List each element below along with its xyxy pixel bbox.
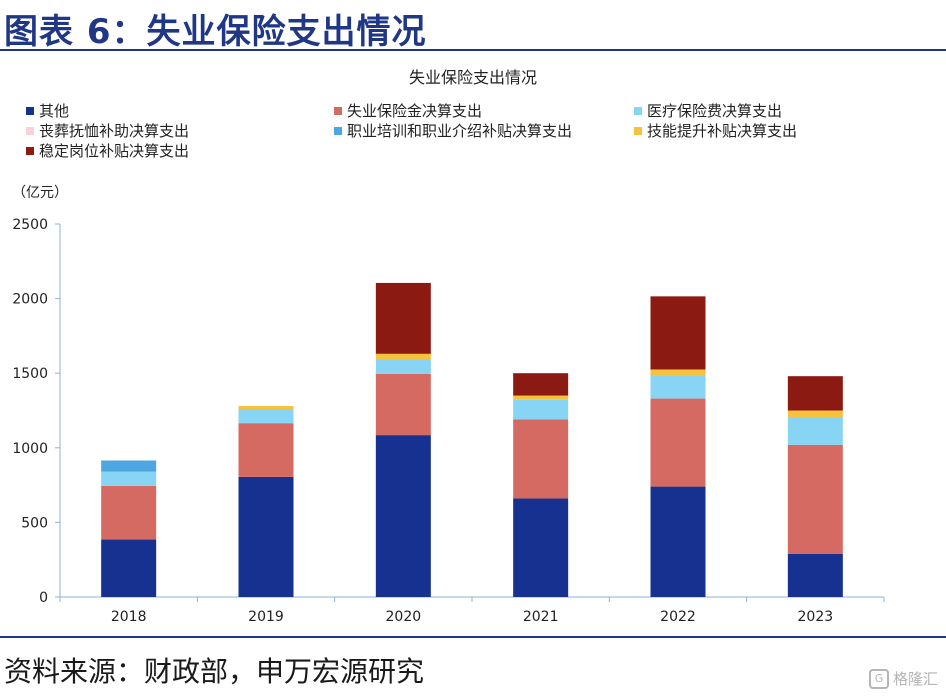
bar-segment (238, 406, 294, 410)
bar-segment (650, 296, 706, 370)
bar-segment (787, 444, 843, 554)
legend-label: 技能提升补贴决算支出 (647, 122, 798, 140)
legend-swatch (634, 126, 642, 135)
bar-segment (650, 369, 706, 376)
legend-item: 失业保险金决算支出 (334, 100, 482, 121)
legend-label: 职业培训和职业介绍补贴决算支出 (347, 122, 573, 140)
legend-label: 稳定岗位补贴决算支出 (39, 142, 190, 160)
bar-segment (513, 399, 569, 420)
bar-segment (375, 435, 431, 597)
legend-swatch (334, 106, 342, 115)
bar-segment (513, 419, 569, 499)
page-title: 图表 6：失业保险支出情况 (4, 12, 427, 52)
x-tick-label: 2020 (386, 609, 422, 625)
bar-segment (787, 553, 843, 597)
header-rule (0, 49, 946, 51)
bar-segment (101, 485, 157, 540)
bar-segment (513, 373, 569, 396)
bar-segment (101, 460, 157, 472)
legend-label: 医疗保险费决算支出 (647, 102, 783, 120)
legend-swatch (26, 106, 34, 115)
y-tick-label: 1500 (12, 366, 48, 382)
bar-segment (787, 417, 843, 445)
watermark-text: 格隆汇 (892, 670, 938, 688)
legend-label: 丧葬抚恤补助决算支出 (39, 122, 190, 140)
legend-swatch (26, 126, 34, 135)
bar-segment (650, 398, 706, 487)
watermark-logo-icon: G (868, 668, 889, 689)
y-tick-label: 2000 (12, 292, 48, 308)
y-tick-label: 500 (21, 515, 48, 531)
chart-title: 失业保险支出情况 (408, 68, 537, 87)
bar-segment (375, 373, 431, 436)
legend-swatch (26, 146, 34, 155)
legend-item: 医疗保险费决算支出 (634, 100, 782, 121)
bar-segment (238, 476, 294, 597)
source-note: 资料来源：财政部，申万宏源研究 (4, 655, 425, 688)
x-tick-label: 2023 (798, 609, 834, 625)
legend-swatch (634, 106, 642, 115)
footer-rule (0, 636, 946, 638)
y-tick-label: 0 (39, 590, 48, 606)
x-tick-label: 2022 (660, 609, 696, 625)
y-tick-label: 2500 (12, 217, 48, 233)
legend-item: 技能提升补贴决算支出 (634, 120, 797, 141)
x-tick-label: 2018 (111, 609, 147, 625)
legend-label: 失业保险金决算支出 (347, 102, 483, 120)
legend-item: 职业培训和职业介绍补贴决算支出 (334, 120, 572, 141)
bar-segment (375, 282, 431, 354)
x-tick-label: 2019 (248, 609, 284, 625)
x-tick-label: 2021 (523, 609, 559, 625)
y-axis-unit-label: （亿元） (12, 185, 68, 201)
watermark: G 格隆汇 (868, 668, 938, 689)
bar-segment (787, 376, 843, 411)
legend-swatch (334, 126, 342, 135)
bar-segment (787, 410, 843, 418)
legend-item: 其他 (26, 100, 69, 121)
bar-segment (513, 498, 569, 597)
bar-segment (375, 359, 431, 374)
bar-segment (238, 423, 294, 477)
legend-item: 丧葬抚恤补助决算支出 (26, 120, 189, 141)
bar-segment (650, 375, 706, 399)
bar-segment (650, 486, 706, 597)
chart-legend: 其他 失业保险金决算支出 医疗保险费决算支出丧葬抚恤补助决算支出 职业培训和职业介绍补… (26, 100, 926, 162)
y-tick-label: 1000 (12, 441, 48, 457)
bar-segment (375, 353, 431, 360)
bar-segment (513, 395, 569, 400)
bar-segment (101, 539, 157, 597)
bar-segment (101, 471, 157, 486)
bar-segment (238, 409, 294, 424)
legend-item: 稳定岗位补贴决算支出 (26, 140, 189, 161)
legend-label: 其他 (39, 102, 70, 120)
